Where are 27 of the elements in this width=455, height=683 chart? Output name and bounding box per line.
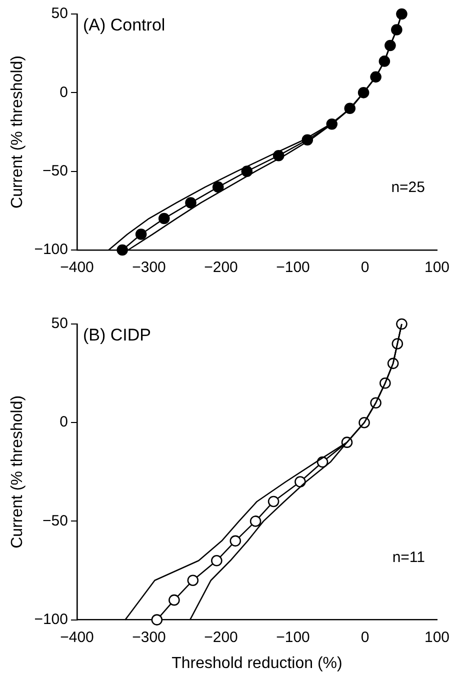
annotation: n=25: [391, 179, 425, 196]
x-axis-title: Threshold reduction (%): [172, 654, 342, 672]
annotation: n=11: [392, 548, 425, 566]
y-tick-label: 50: [51, 315, 68, 332]
y-tick-label: 0: [60, 84, 68, 101]
y-tick-label: −100: [34, 610, 68, 628]
x-tick-label: −300: [132, 628, 166, 646]
x-tick-label: −200: [204, 628, 238, 646]
annotation: (A) Control: [82, 16, 166, 35]
y-tick-label: 0: [60, 414, 68, 431]
y-tick-label: −100: [34, 241, 68, 258]
y-tick-label: −50: [42, 512, 68, 530]
annotation: (B) CIDP: [82, 326, 151, 345]
x-tick-label: 100: [424, 259, 450, 276]
x-tick-label: −200: [204, 259, 238, 276]
x-tick-label: −100: [276, 628, 310, 646]
y-tick-label: −50: [42, 162, 68, 180]
y-axis-title: Current (% threshold): [9, 395, 26, 548]
x-tick-label: −400: [60, 259, 94, 276]
y-axis-title: Current (% threshold): [9, 56, 26, 208]
x-tick-label: 100: [424, 628, 450, 646]
x-tick-label: −100: [276, 259, 310, 276]
y-tick-label: 50: [51, 5, 68, 22]
x-tick-label: −400: [60, 628, 94, 646]
x-tick-label: −300: [132, 259, 166, 276]
x-tick-label: 0: [360, 259, 370, 276]
x-tick-label: 0: [360, 628, 370, 646]
